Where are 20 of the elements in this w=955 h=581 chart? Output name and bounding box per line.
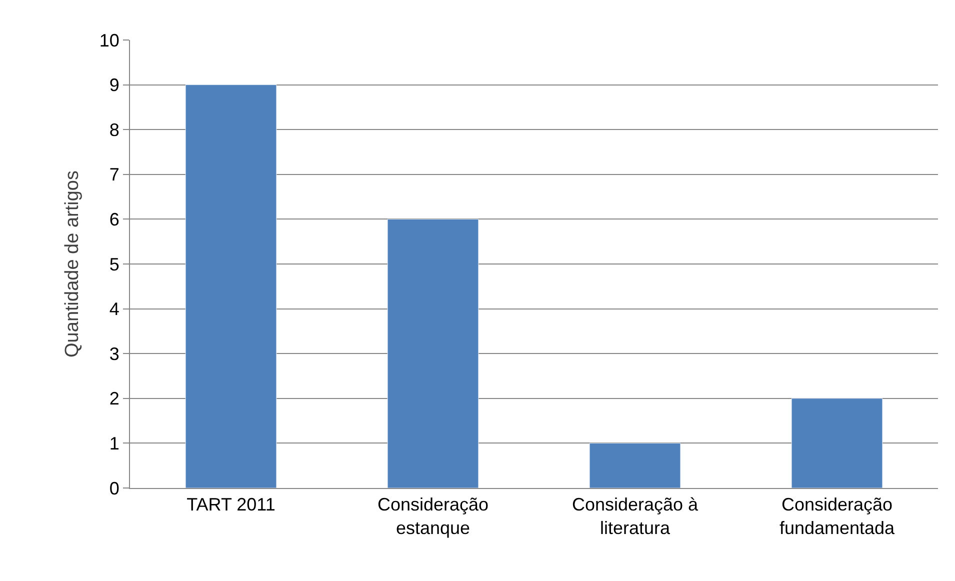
- y-tick-label: 8: [109, 120, 120, 140]
- x-tick-label: Consideração estanque: [377, 494, 489, 538]
- bar: [791, 398, 883, 488]
- x-tick-label: Consideração à literatura: [572, 494, 700, 538]
- y-tick-label: 5: [109, 254, 120, 274]
- bar: [185, 84, 277, 488]
- bar: [589, 442, 681, 488]
- bar: [387, 218, 479, 488]
- y-tick-label: 3: [109, 344, 120, 364]
- x-tick-label: TART 2011: [186, 494, 276, 515]
- y-tick-label: 6: [109, 210, 120, 230]
- y-tick-label: 4: [109, 299, 120, 320]
- y-tick-label: 2: [109, 388, 120, 409]
- x-tick-label: Consideração fundamentada: [779, 494, 896, 538]
- y-tick-label: 0: [109, 478, 120, 498]
- y-tick-label: 7: [109, 164, 120, 185]
- y-tick-label: 10: [99, 30, 120, 50]
- y-tick-label: 9: [109, 75, 120, 96]
- y-tick-label: 1: [109, 434, 120, 454]
- y-axis-title: Quantidade de artigos: [62, 170, 84, 358]
